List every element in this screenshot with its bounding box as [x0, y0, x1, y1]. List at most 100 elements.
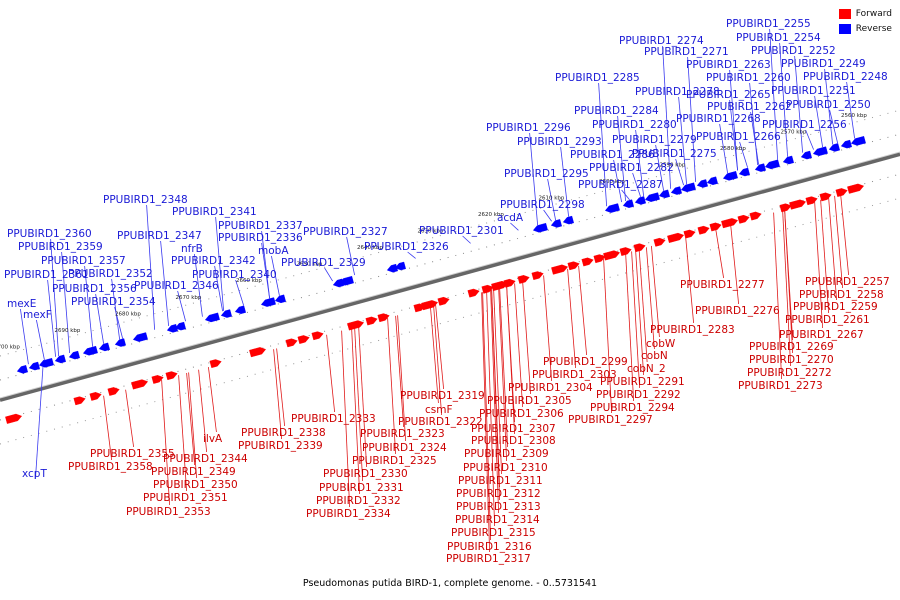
reverse-gene-label: PPUBIRD1_2287 — [578, 179, 663, 191]
kbp-tick-label: 2640 kbp — [357, 245, 383, 251]
forward-gene-arrow — [721, 218, 739, 229]
forward-gene-arrow — [847, 183, 865, 194]
forward-gene-arrow — [633, 243, 646, 253]
forward-gene-label: ilvA — [203, 433, 223, 445]
forward-gene-leader — [486, 290, 496, 527]
forward-gene-leader — [784, 209, 794, 354]
reverse-gene-arrow — [82, 345, 98, 356]
reverse-gene-arrow — [604, 203, 620, 213]
reverse-gene-leader — [61, 251, 71, 354]
kbp-tick-label: 2560 kbp — [841, 113, 867, 119]
forward-gene-arrow — [131, 379, 149, 390]
reverse-gene-label: mexF — [23, 309, 52, 321]
forward-gene-label: PPUBIRD1_2314 — [455, 514, 540, 526]
forward-gene-arrow — [697, 225, 710, 235]
reverse-gene-label: PPUBIRD1_2357 — [41, 255, 126, 267]
kbp-tick-label: 2690 kbp — [55, 328, 81, 334]
forward-gene-leader — [186, 372, 196, 466]
reverse-gene-label: PPUBIRD1_2252 — [751, 45, 836, 57]
reverse-gene-arrow — [644, 192, 660, 202]
reverse-gene-label: PPUBIRD1_2249 — [781, 58, 866, 70]
forward-gene-arrow — [567, 261, 580, 271]
forward-gene-arrow — [311, 331, 324, 341]
forward-gene-arrow — [581, 257, 594, 267]
forward-gene-label: PPUBIRD1_2310 — [463, 462, 548, 474]
forward-gene-leader — [514, 283, 524, 408]
forward-gene-leader — [395, 315, 405, 428]
reverse-gene-label: PPUBIRD1_2354 — [71, 296, 156, 308]
forward-gene-label: PPUBIRD1_2269 — [749, 341, 834, 353]
reverse-gene-leader — [687, 56, 697, 182]
forward-gene-label: PPUBIRD1_2258 — [799, 289, 884, 301]
forward-gene-leader — [493, 289, 503, 475]
forward-gene-leader — [433, 305, 443, 416]
reverse-gene-leader — [407, 251, 416, 259]
forward-gene-label: PPUBIRD1_2351 — [143, 492, 228, 504]
reverse-gene-label: PPUBIRD1_2268 — [676, 113, 761, 125]
reverse-gene-arrow — [132, 332, 148, 342]
reverse-gene-label: PPUBIRD1_2271 — [644, 46, 729, 58]
forward-gene-label: PPUBIRD1_2344 — [163, 453, 248, 465]
forward-gene-arrow — [209, 359, 222, 369]
legend: Forward Reverse — [838, 6, 892, 36]
forward-gene-leader — [326, 334, 336, 413]
reverse-gene-arrow — [274, 294, 286, 304]
reverse-gene-leader — [729, 69, 739, 171]
forward-gene-leader — [635, 250, 645, 376]
forward-gene-label: PPUBIRD1_2323 — [360, 428, 445, 440]
reverse-gene-arrow — [234, 305, 246, 314]
forward-gene-label: PPUBIRD1_2292 — [596, 389, 681, 401]
reverse-gene-leader — [271, 255, 280, 296]
forward-gene-label: PPUBIRD1_2267 — [779, 329, 864, 341]
reverse-gene-label: PPUBIRD1_2329 — [281, 257, 366, 269]
reverse-gene-label: PPUBIRD1_2275 — [632, 148, 717, 160]
forward-gene-label: cobN_2 — [627, 363, 666, 375]
reverse-gene-leader — [84, 265, 94, 347]
reverse-gene-leader — [662, 45, 672, 189]
reverse-gene-label: PPUBIRD1_2347 — [117, 230, 202, 242]
kbp-tick-label: 2590 kbp — [660, 162, 686, 168]
forward-gene-leader — [430, 306, 439, 404]
reverse-gene-arrow — [174, 321, 186, 331]
forward-gene-arrow — [779, 203, 792, 213]
forward-gene-leader — [358, 325, 368, 468]
reverse-gene-leader — [621, 189, 630, 201]
forward-gene-leader — [482, 292, 492, 541]
forward-gene-arrow — [107, 387, 120, 396]
forward-gene-label: PPUBIRD1_2333 — [291, 413, 376, 425]
reverse-gene-leader — [261, 242, 271, 299]
legend-forward: Forward — [838, 6, 892, 21]
reverse-gene-arrow — [532, 222, 548, 233]
reverse-gene-leader — [829, 109, 839, 144]
kbp-tick-label: 2670 kbp — [176, 295, 202, 301]
forward-gene-label: PPUBIRD1_2325 — [352, 455, 437, 467]
forward-gene-arrow — [819, 192, 832, 202]
reverse-gene-leader — [111, 278, 121, 340]
reverse-gene-arrow — [114, 338, 126, 347]
genome-caption: Pseudomonas putida BIRD-1, complete geno… — [302, 578, 598, 589]
forward-gene-label: PPUBIRD1_2291 — [600, 376, 685, 388]
genome-backbone — [0, 152, 900, 402]
reverse-gene-leader — [846, 81, 856, 139]
reverse-gene-leader — [617, 115, 627, 202]
forward-gene-arrow — [531, 271, 544, 281]
reverse-gene-arrow — [54, 354, 66, 364]
legend-forward-swatch — [838, 8, 851, 19]
reverse-gene-arrow — [386, 263, 398, 273]
reverse-gene-label: PPUBIRD1_2280 — [592, 119, 677, 131]
reverse-gene-leader — [95, 293, 105, 344]
forward-gene-leader — [481, 292, 491, 553]
reverse-gene-arrow — [98, 342, 110, 352]
kbp-tick-label: 2700 kbp — [0, 344, 20, 350]
reverse-gene-leader — [805, 129, 814, 150]
forward-gene-arrow — [165, 371, 178, 381]
reverse-gene-arrow — [38, 357, 54, 368]
forward-gene-arrow — [491, 280, 509, 292]
reverse-gene-label: PPUBIRD1_2296 — [486, 122, 571, 134]
reverse-gene-label: PPUBIRD1_2346 — [134, 280, 219, 292]
forward-gene-label: PPUBIRD1_2350 — [153, 479, 238, 491]
forward-gene-label: PPUBIRD1_2294 — [590, 402, 675, 414]
reverse-gene-leader — [675, 158, 684, 186]
reverse-gene-label: PPUBIRD1_2348 — [103, 194, 188, 206]
reverse-gene-label: PPUBIRD1_2337 — [218, 220, 303, 232]
